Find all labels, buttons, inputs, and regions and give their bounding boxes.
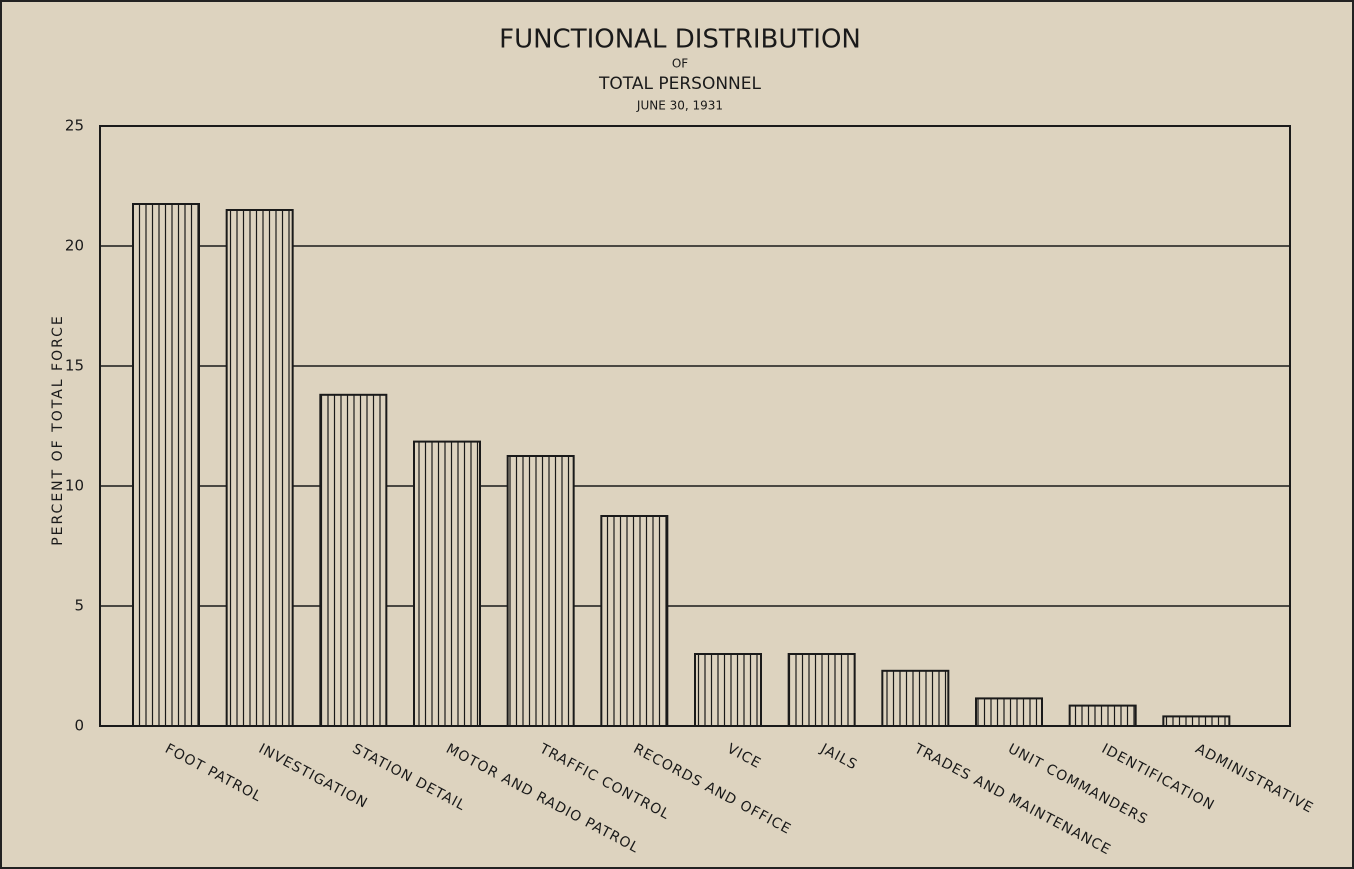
x-tick-label: JAILS [817, 740, 860, 773]
bar [506, 455, 575, 727]
subtitle: OF [672, 57, 688, 71]
subtitle: JUNE 30, 1931 [636, 99, 723, 113]
y-tick-label: 15 [65, 357, 84, 375]
bar [413, 440, 481, 727]
subtitle: TOTAL PERSONNEL [598, 74, 761, 94]
x-tick-label: RECORDS AND OFFICE [631, 741, 794, 838]
y-tick-label: 5 [74, 597, 84, 615]
bar [975, 697, 1043, 728]
y-tick-label: 20 [65, 237, 84, 255]
y-tick-label: 10 [65, 477, 84, 495]
bar [694, 653, 762, 727]
bar [132, 203, 200, 727]
chart-title: FUNCTIONAL DISTRIBUTION [499, 25, 861, 55]
y-tick-label: 0 [74, 717, 84, 735]
bar [225, 209, 294, 727]
bar [787, 653, 856, 727]
x-tick-label: FOOT PATROL [162, 741, 264, 805]
x-tick-label: VICE [724, 741, 764, 772]
y-tick-label: 25 [65, 117, 84, 135]
bar [1068, 704, 1137, 727]
bar [600, 515, 669, 727]
bar [319, 393, 388, 727]
bar [1162, 715, 1231, 728]
y-axis-label: PERCENT OF TOTAL FORCE [50, 314, 66, 546]
x-tick-label: MOTOR AND RADIO PATROL [443, 741, 642, 857]
bar [881, 669, 950, 727]
